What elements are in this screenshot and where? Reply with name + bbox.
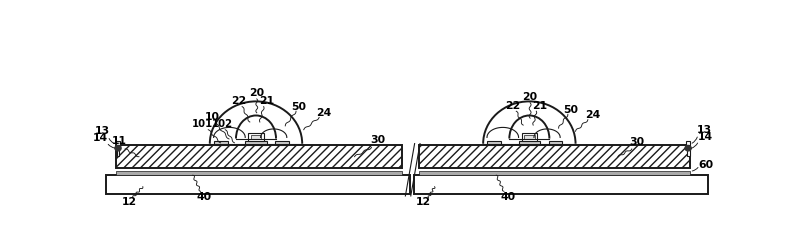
Bar	[246, 141, 266, 145]
Text: 22: 22	[505, 101, 520, 111]
Bar	[487, 141, 501, 145]
Text: 20: 20	[522, 92, 538, 102]
Text: 21: 21	[532, 101, 547, 111]
Text: 50: 50	[563, 105, 578, 115]
Text: 22: 22	[231, 96, 246, 106]
Text: 101: 101	[191, 119, 213, 128]
Bar	[106, 175, 410, 194]
Ellipse shape	[685, 146, 691, 151]
Bar	[419, 171, 690, 175]
Text: 50: 50	[292, 102, 306, 112]
Bar	[687, 148, 690, 156]
Text: 30: 30	[370, 135, 386, 145]
Text: 14: 14	[698, 132, 714, 142]
Bar	[116, 141, 120, 145]
Text: 102: 102	[211, 119, 233, 128]
Text: 40: 40	[197, 193, 212, 202]
Text: 14: 14	[93, 133, 108, 143]
Text: 24: 24	[585, 110, 600, 120]
Text: 10: 10	[205, 112, 220, 122]
Bar	[549, 141, 562, 145]
Bar	[414, 175, 708, 194]
Text: 13: 13	[697, 125, 712, 135]
Bar	[522, 133, 537, 141]
Text: 12: 12	[122, 197, 138, 207]
Text: 13: 13	[94, 126, 110, 136]
Bar	[518, 141, 540, 145]
Bar	[686, 141, 690, 145]
Text: 40: 40	[500, 193, 515, 202]
Bar	[117, 148, 119, 156]
Bar	[248, 133, 264, 141]
Bar	[419, 145, 690, 168]
Text: 21: 21	[259, 96, 274, 106]
Bar	[250, 135, 262, 139]
Bar	[214, 141, 227, 145]
Bar	[275, 141, 289, 145]
Text: 30: 30	[630, 137, 645, 147]
Bar	[116, 145, 402, 168]
Bar	[524, 135, 534, 139]
Ellipse shape	[115, 146, 121, 151]
Text: 11: 11	[111, 136, 126, 146]
Text: 20: 20	[250, 88, 264, 98]
Text: 12: 12	[416, 197, 431, 207]
Text: 24: 24	[316, 108, 331, 118]
Bar	[116, 171, 402, 175]
Text: 60: 60	[698, 160, 714, 170]
